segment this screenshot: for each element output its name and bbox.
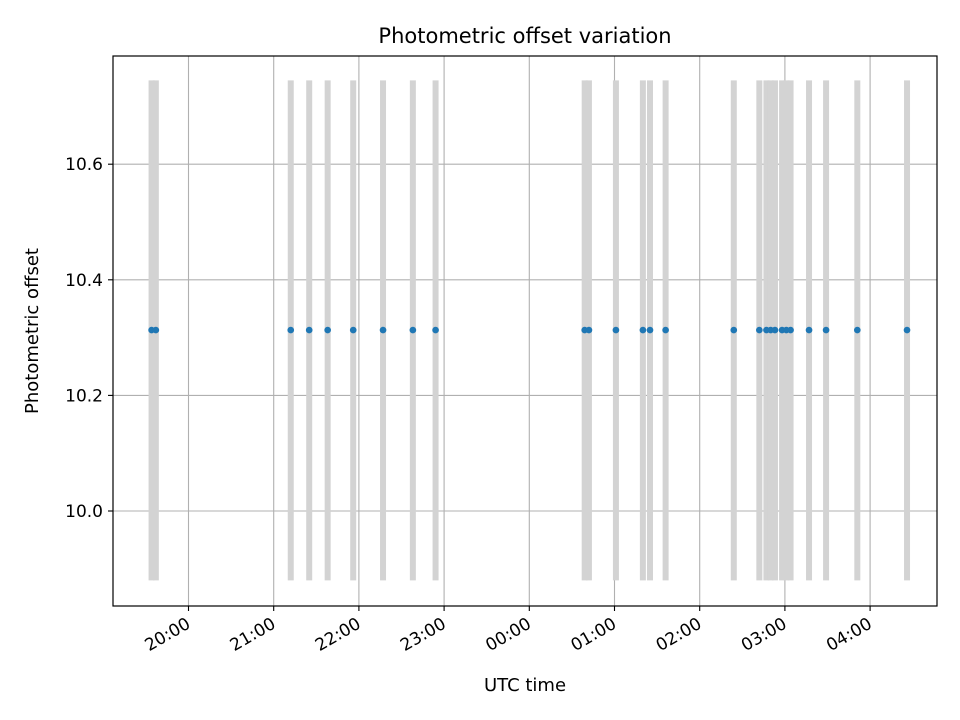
- plot-background: [113, 56, 937, 606]
- data-points: [148, 326, 911, 334]
- y-tick-label: 10.6: [65, 155, 103, 175]
- x-tick-label: 00:00: [482, 614, 534, 656]
- data-point: [287, 326, 295, 334]
- x-axis: 20:00 21:00 22:00 23:00 00:00 01:00 02:00 03:00…: [142, 606, 876, 656]
- y-tick-label: 10.0: [65, 502, 103, 522]
- x-tick-label: 23:00: [397, 614, 449, 656]
- data-point: [771, 326, 779, 334]
- data-point: [585, 326, 593, 334]
- plot-frame: [112, 55, 938, 607]
- data-point: [646, 326, 654, 334]
- x-tick-label: 03:00: [738, 614, 790, 656]
- data-point: [409, 326, 417, 334]
- data-point: [730, 326, 738, 334]
- data-point: [822, 326, 830, 334]
- data-point: [612, 326, 620, 334]
- data-point: [324, 326, 331, 334]
- chart-title: Photometric offset variation: [378, 24, 671, 48]
- data-point: [432, 326, 439, 334]
- x-tick-label: 20:00: [142, 614, 194, 656]
- data-point: [756, 326, 763, 334]
- x-tick-label: 01:00: [568, 614, 620, 656]
- y-tick-label: 10.2: [65, 386, 103, 406]
- data-point: [854, 326, 861, 334]
- x-tick-label: 21:00: [227, 614, 279, 656]
- data-point: [662, 326, 669, 334]
- x-tick-label: 04:00: [823, 614, 875, 656]
- data-point: [639, 326, 647, 334]
- x-axis-title: UTC time: [484, 675, 566, 696]
- y-tick-label: 10.4: [65, 271, 103, 291]
- x-tick-label: 22:00: [312, 614, 364, 656]
- data-point: [787, 326, 794, 334]
- data-point: [805, 326, 813, 334]
- data-point: [379, 326, 387, 334]
- data-point: [305, 326, 313, 334]
- data-point: [349, 326, 357, 334]
- y-axis: 10.0 10.2 10.4 10.6: [65, 155, 113, 522]
- y-axis-title: Photometric offset: [22, 248, 43, 414]
- data-point: [152, 326, 160, 334]
- data-point: [903, 326, 911, 334]
- x-tick-label: 02:00: [653, 614, 705, 656]
